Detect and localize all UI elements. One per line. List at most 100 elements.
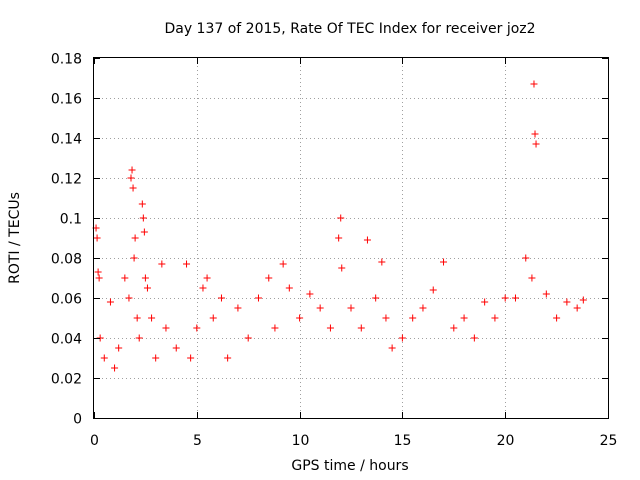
data-point bbox=[306, 290, 314, 298]
data-point bbox=[217, 294, 225, 302]
data-point bbox=[127, 174, 135, 182]
data-point bbox=[183, 260, 191, 268]
data-point bbox=[148, 314, 156, 322]
data-point bbox=[140, 228, 148, 236]
data-point bbox=[347, 304, 355, 312]
data-point bbox=[579, 296, 587, 304]
data-point bbox=[279, 260, 287, 268]
data-point bbox=[209, 314, 217, 322]
data-point bbox=[460, 314, 468, 322]
data-point bbox=[94, 268, 102, 276]
data-point bbox=[335, 234, 343, 242]
data-point bbox=[531, 130, 539, 138]
y-tick-label: 0.18 bbox=[51, 52, 82, 68]
data-point bbox=[382, 314, 390, 322]
data-point bbox=[121, 274, 129, 282]
x-tick-label: 10 bbox=[292, 433, 310, 449]
data-point bbox=[139, 214, 147, 222]
data-point bbox=[141, 274, 149, 282]
data-point bbox=[450, 324, 458, 332]
y-tick-label: 0.06 bbox=[51, 292, 82, 308]
data-point bbox=[491, 314, 499, 322]
y-tick-labels: 0 0.02 0.04 0.06 0.08 0.1 0.12 0.14 0.16 0.18 bbox=[51, 52, 82, 428]
data-point bbox=[130, 254, 138, 262]
data-point bbox=[93, 234, 101, 242]
x-axis-label: GPS time / hours bbox=[291, 458, 408, 474]
data-point bbox=[193, 324, 201, 332]
data-point bbox=[285, 284, 293, 292]
data-point bbox=[573, 304, 581, 312]
data-point bbox=[133, 314, 141, 322]
x-tick-label: 20 bbox=[497, 433, 515, 449]
data-point bbox=[143, 284, 151, 292]
y-tick-label: 0.1 bbox=[60, 212, 82, 228]
y-tick-label: 0.02 bbox=[51, 372, 82, 388]
data-point bbox=[553, 314, 561, 322]
data-point bbox=[100, 354, 108, 362]
data-point bbox=[338, 264, 346, 272]
data-point bbox=[162, 324, 170, 332]
y-tick-label: 0.12 bbox=[51, 172, 82, 188]
data-point bbox=[372, 294, 380, 302]
data-point bbox=[128, 166, 136, 174]
data-point bbox=[135, 334, 143, 342]
data-point bbox=[138, 200, 146, 208]
data-point bbox=[429, 286, 437, 294]
data-point bbox=[440, 258, 448, 266]
data-point bbox=[530, 80, 538, 88]
data-point bbox=[378, 258, 386, 266]
data-point bbox=[158, 260, 166, 268]
data-point bbox=[271, 324, 279, 332]
chart-title: Day 137 of 2015, Rate Of TEC Index for r… bbox=[164, 21, 535, 37]
data-point bbox=[542, 290, 550, 298]
data-point bbox=[187, 354, 195, 362]
x-tick-label: 15 bbox=[394, 433, 412, 449]
x-tick-label: 0 bbox=[90, 433, 99, 449]
data-point bbox=[125, 294, 133, 302]
data-point bbox=[470, 334, 478, 342]
data-point bbox=[224, 354, 232, 362]
data-point bbox=[326, 324, 334, 332]
y-axis-label: ROTI / TECUs bbox=[7, 192, 23, 284]
data-point bbox=[419, 304, 427, 312]
data-point bbox=[172, 344, 180, 352]
data-point bbox=[244, 334, 252, 342]
y-tick-label: 0.14 bbox=[51, 132, 82, 148]
data-point bbox=[363, 236, 371, 244]
x-tick-labels: 0 5 10 15 20 25 bbox=[90, 433, 617, 449]
y-tick-label: 0.04 bbox=[51, 332, 82, 348]
data-point bbox=[254, 294, 262, 302]
data-point bbox=[522, 254, 530, 262]
x-tick-label: 25 bbox=[600, 433, 618, 449]
data-point bbox=[511, 294, 519, 302]
data-point bbox=[409, 314, 417, 322]
data-point bbox=[388, 344, 396, 352]
data-point bbox=[131, 234, 139, 242]
data-point bbox=[316, 304, 324, 312]
x-tick-label: 5 bbox=[193, 433, 202, 449]
data-point bbox=[532, 140, 540, 148]
data-point bbox=[481, 298, 489, 306]
data-point bbox=[152, 354, 160, 362]
data-point bbox=[234, 304, 242, 312]
data-point bbox=[398, 334, 406, 342]
data-point bbox=[265, 274, 273, 282]
y-tick-label: 0.16 bbox=[51, 92, 82, 108]
data-point bbox=[357, 324, 365, 332]
data-point bbox=[199, 284, 207, 292]
data-point bbox=[111, 364, 119, 372]
data-point bbox=[563, 298, 571, 306]
plot-frame bbox=[93, 57, 609, 419]
data-point bbox=[115, 344, 123, 352]
data-point bbox=[528, 274, 536, 282]
y-tick-label: 0.08 bbox=[51, 252, 82, 268]
y-tick-label: 0 bbox=[73, 412, 82, 428]
data-point bbox=[95, 274, 103, 282]
data-point bbox=[501, 294, 509, 302]
data-points bbox=[92, 80, 587, 372]
data-point bbox=[129, 184, 137, 192]
data-point bbox=[337, 214, 345, 222]
data-point bbox=[106, 298, 114, 306]
